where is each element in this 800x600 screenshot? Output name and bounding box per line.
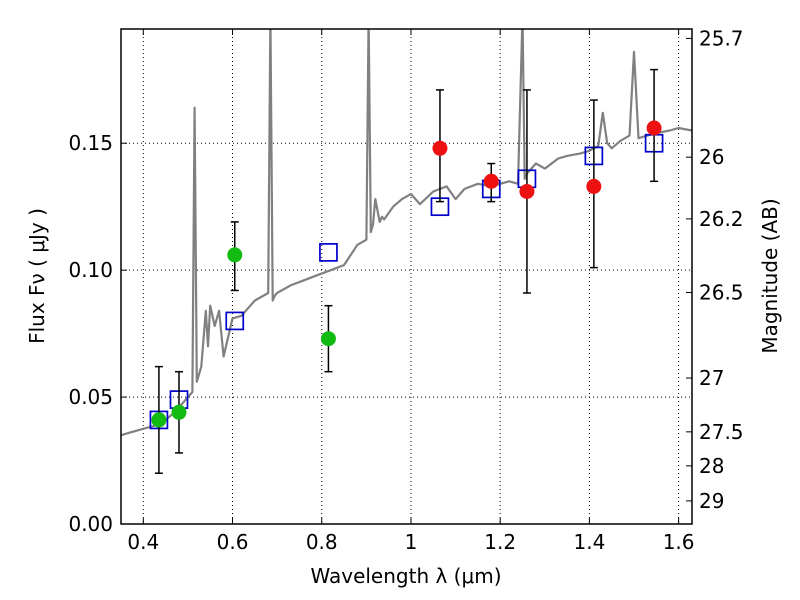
observed-data-point	[519, 183, 535, 199]
y-tick-label: 0.10	[68, 258, 113, 282]
observed-data-point	[227, 247, 243, 263]
tick-labels: 0.4 0.6 0.8 1 1.2 1.4 1.6 0.00 0.05 0.10 0.15 25.7 2…	[68, 26, 743, 554]
plot-frame	[120, 28, 693, 525]
observed-data-point	[151, 412, 167, 428]
y-axis-label: Flux Fν ( μJy )	[25, 208, 49, 344]
x-axis-label: Wavelength λ (μm)	[310, 564, 501, 588]
right-tick-label: 26.2	[699, 207, 744, 231]
right-tick-label: 29	[699, 489, 724, 513]
x-tick-label: 0.8	[306, 530, 338, 554]
model-photometry-square	[319, 243, 338, 262]
right-tick-label: 26	[699, 145, 724, 169]
model-photometry-square	[225, 311, 245, 331]
ticks	[121, 29, 692, 525]
x-tick-label: 1.2	[484, 530, 516, 554]
observed-points-group	[151, 120, 662, 428]
right-tick-label: 27.5	[699, 420, 744, 444]
observed-data-point	[432, 140, 448, 156]
right-tick-label: 27	[699, 366, 724, 390]
observed-data-point	[646, 120, 662, 136]
grid	[121, 29, 692, 525]
observed-data-point	[586, 178, 602, 194]
y-axis-right-label: Magnitude (AB)	[758, 198, 782, 353]
model-spectrum-group	[121, 29, 692, 437]
right-tick-label: 25.7	[699, 26, 744, 50]
y-tick-label: 0.15	[68, 131, 113, 155]
model-spectrum-line	[121, 29, 692, 437]
right-tick-label: 28	[699, 454, 724, 478]
model-photometry-group	[149, 133, 664, 430]
x-tick-label: 1	[405, 530, 418, 554]
observed-data-point	[483, 173, 499, 189]
x-tick-label: 0.6	[217, 530, 249, 554]
observed-data-point	[320, 331, 336, 347]
x-tick-label: 1.6	[663, 530, 695, 554]
x-tick-label: 1.4	[573, 530, 605, 554]
y-tick-label: 0.05	[68, 385, 113, 409]
y-tick-label: 0.00	[68, 512, 113, 536]
observed-data-point	[171, 404, 187, 420]
error-bars-group	[154, 68, 659, 474]
x-tick-label: 0.4	[127, 530, 159, 554]
right-tick-label: 26.5	[699, 280, 744, 304]
